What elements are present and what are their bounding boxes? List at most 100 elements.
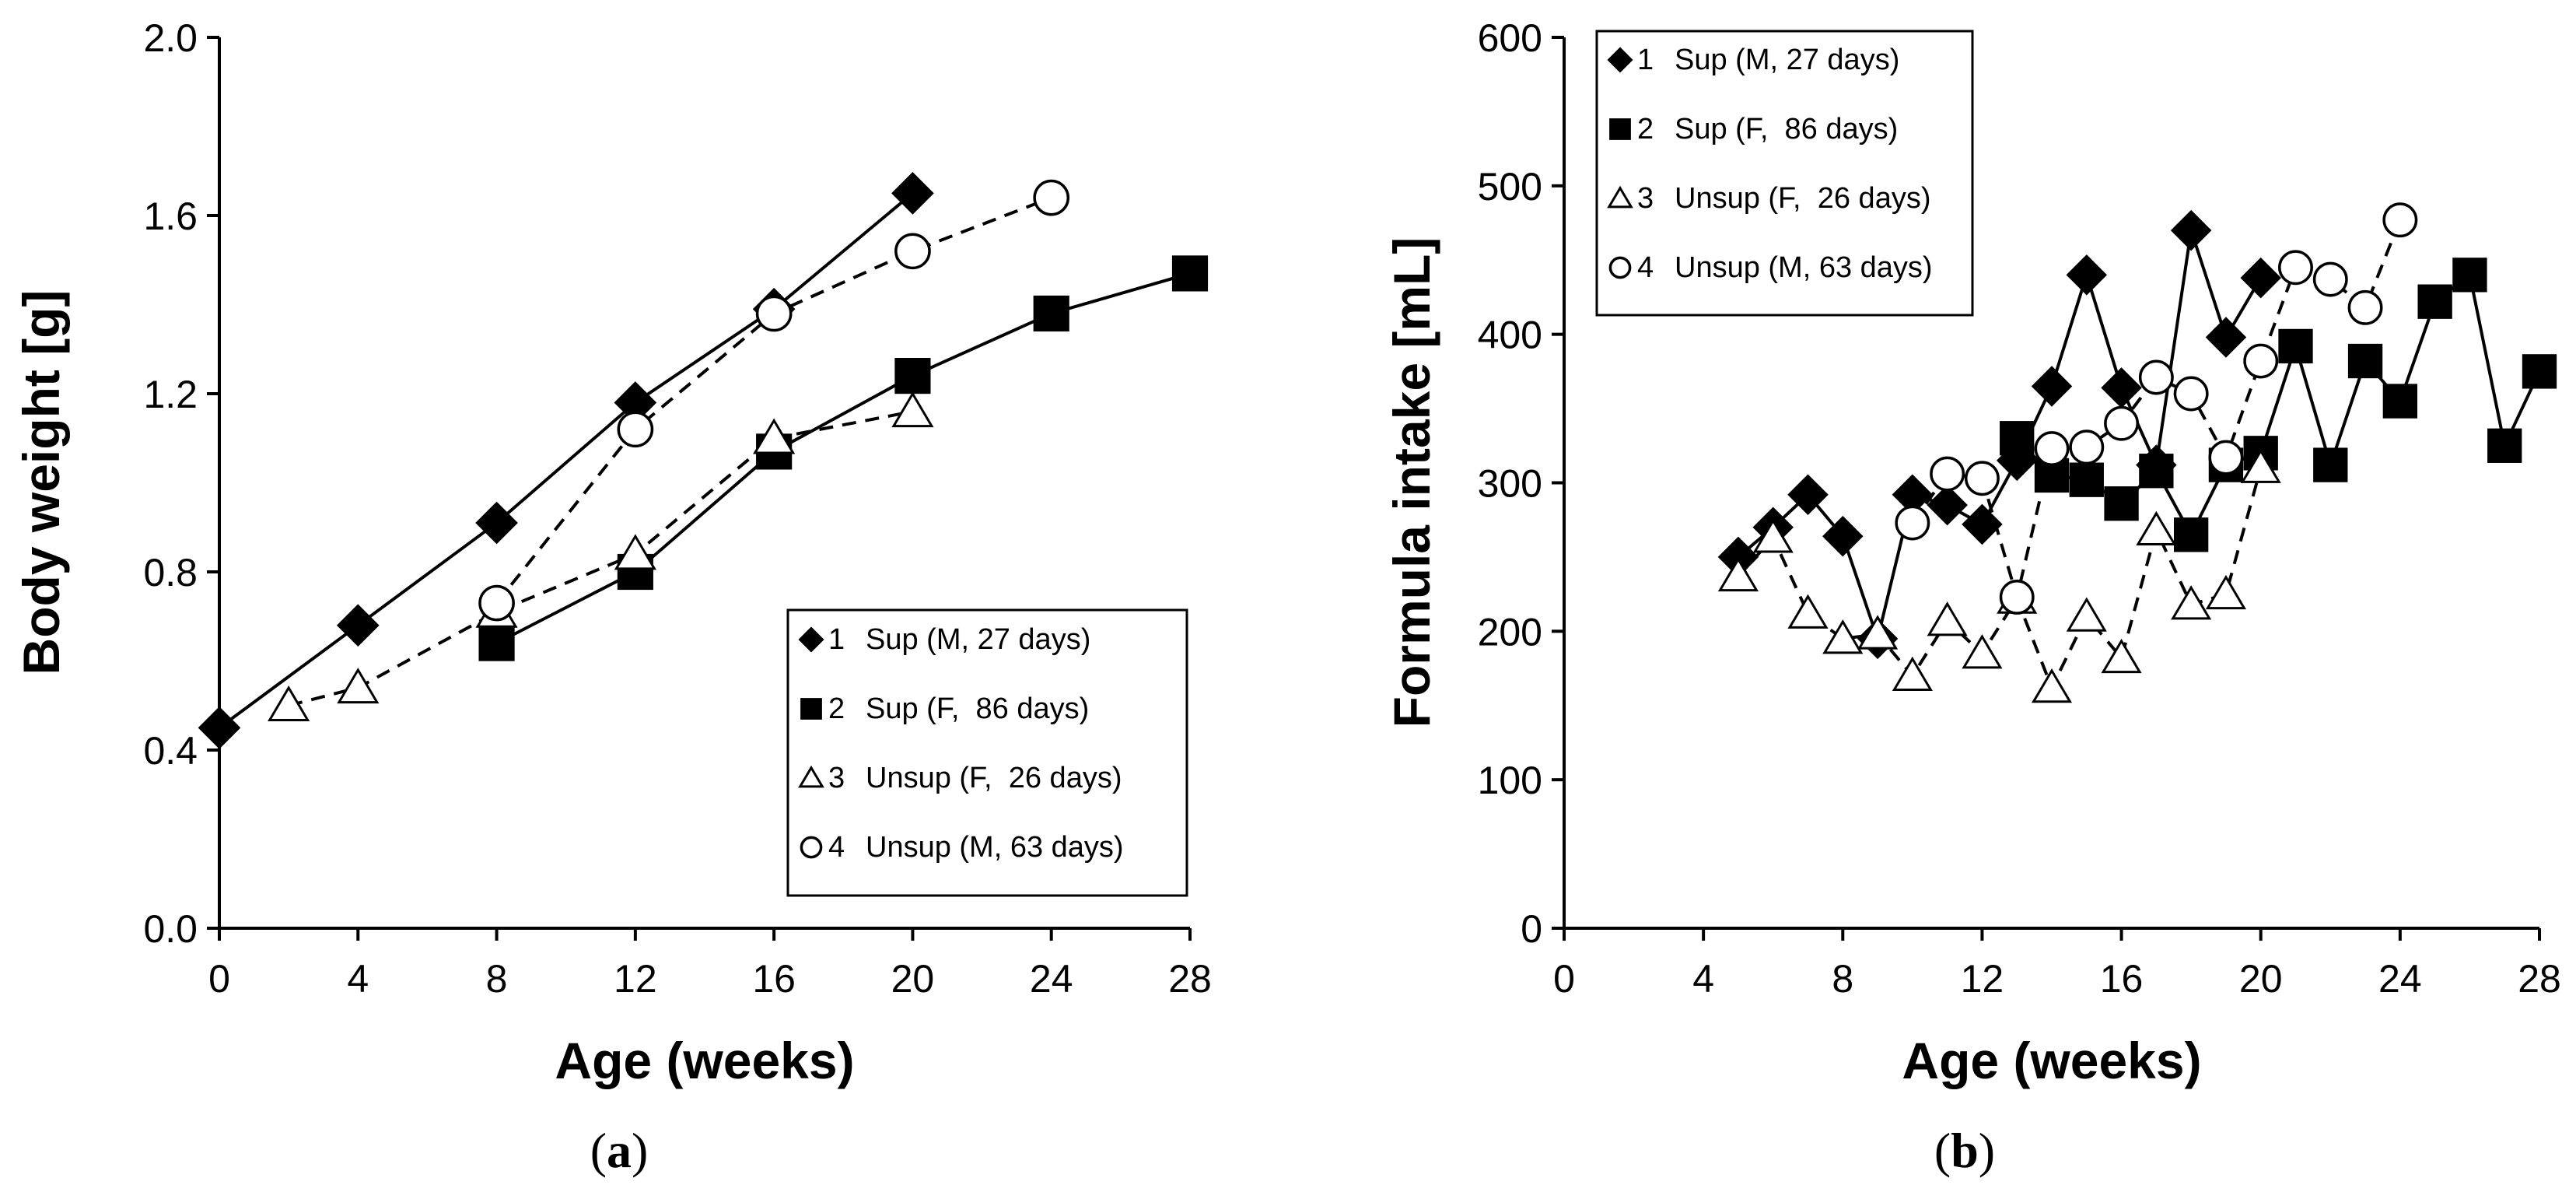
panel-b-series-4-point xyxy=(2069,429,2105,465)
panel-a-series-4-point xyxy=(755,295,793,332)
panel-b-series-4-point xyxy=(2278,250,2313,286)
x-tick-label: 20 xyxy=(891,957,935,1001)
panel-b-series-1-point xyxy=(1962,503,2003,545)
x-tick-label: 28 xyxy=(2518,957,2561,1001)
panel-a-series-1-point xyxy=(336,604,380,647)
x-tick-label: 24 xyxy=(2378,957,2422,1001)
panel-b-legend-entries: 1 Sup (M, 27 days) 2 Sup (F, 86 days) 3 Unsup… xyxy=(1607,44,1933,284)
panel-b-series-3-point xyxy=(1752,518,1794,553)
x-tick-label: 0 xyxy=(1553,957,1575,1001)
panel-b-series-2-point xyxy=(2173,517,2209,552)
panel-a-series-1-point xyxy=(198,706,241,749)
panel-b-series-3-point xyxy=(1857,615,1899,650)
x-tick-label: 4 xyxy=(1692,957,1714,1001)
panel-b-series-2-point xyxy=(2382,384,2418,419)
x-tick-label: 16 xyxy=(752,957,796,1001)
panel-a-series-4-line xyxy=(495,196,1052,605)
panel-b-series-2-point xyxy=(2000,421,2035,456)
panel-b-series-1-point xyxy=(2066,254,2108,296)
panel-b-series-2 xyxy=(2000,258,2557,552)
panel-a-series-3-point xyxy=(268,685,310,721)
panel-a-legend-label-3: Unsup (F, 26 days) xyxy=(866,762,1122,794)
panel-a-legend: 1 Sup (M, 27 days) 2 Sup (F, 86 days) 3 Unsup… xyxy=(786,608,1188,897)
panel-b-series-3-point xyxy=(1962,634,2003,669)
panel-a-series-2 xyxy=(478,255,1209,661)
y-tick-label: 200 xyxy=(1478,610,1542,654)
x-tick-label: 12 xyxy=(614,957,657,1001)
panel-a-legend-marker-4 xyxy=(800,836,823,859)
panel-b-series-3-point xyxy=(2171,585,2212,620)
panel-a-caption: (a) xyxy=(590,1123,649,1178)
panel-a-legend-entries: 1 Sup (M, 27 days) 2 Sup (F, 86 days) 3 Unsup… xyxy=(798,623,1124,864)
panel-a-legend-number-3: 3 xyxy=(828,762,845,794)
y-tick-label: 400 xyxy=(1478,314,1542,357)
panel-b-series-3-point xyxy=(1892,656,1933,692)
panel-b-series-2-point xyxy=(2452,258,2487,293)
panel-a-series-2-line xyxy=(495,272,1191,645)
panel-b-series-3-point xyxy=(2136,510,2177,546)
panel-b-legend-label-2: Sup (F, 86 days) xyxy=(1675,113,1898,145)
panel-b-legend-marker-4 xyxy=(1608,256,1632,279)
panel-b-series-2-point xyxy=(2104,486,2139,521)
panel-a-legend-label-2: Sup (F, 86 days) xyxy=(866,692,1089,725)
panel-b-series-4-point xyxy=(2034,431,2070,467)
y-tick-label: 500 xyxy=(1478,165,1542,209)
panel-b-series-3-line xyxy=(1737,467,2263,689)
panel-b-series-2-point xyxy=(2347,343,2383,379)
panel-a-series-3-point xyxy=(614,534,656,570)
panel-b-series-2-point xyxy=(2313,447,2348,482)
panel-b-caption: (b) xyxy=(1934,1123,1995,1178)
panel-a-legend-marker-1 xyxy=(798,626,824,653)
panel-a-gridlines-and-axes xyxy=(218,37,1190,930)
panel-b-series-1-point xyxy=(2101,367,2142,408)
x-tick-label: 20 xyxy=(2239,957,2283,1001)
panel-a-series-2-point xyxy=(894,358,931,394)
panel-a-legend-number-2: 2 xyxy=(828,692,845,725)
panel-b-series-4-point xyxy=(2382,202,2418,238)
panel-b-series-1-point xyxy=(2240,257,2281,299)
y-tick-label: 600 xyxy=(1478,16,1542,60)
panel-b-series-4-point xyxy=(2208,440,2244,475)
panel-a-series-4 xyxy=(478,179,1070,622)
x-tick-label: 16 xyxy=(2100,957,2144,1001)
panel-b-series-1-line xyxy=(1737,229,2263,640)
panel-b-series-1-point xyxy=(1787,474,1829,516)
panel-b-series-4-point xyxy=(2312,261,2348,297)
panel-b-series-3-point xyxy=(2240,448,2281,483)
panel-b-legend-number-4: 4 xyxy=(1637,251,1654,284)
panel-a-legend-box xyxy=(786,608,1188,897)
panel-b-series-1-point xyxy=(2170,209,2212,251)
panel-b-series-2-point xyxy=(2487,428,2522,463)
panel-b-x-axis-title: Age (weeks) xyxy=(1902,1032,2201,1089)
panel-b-series-4-point xyxy=(1964,461,2000,496)
panel-a-series-4-point xyxy=(894,233,931,270)
panel-b-series-4-point xyxy=(1999,579,2035,615)
panel-a-series-4-point xyxy=(1033,179,1070,216)
panel-b-series-3-point xyxy=(1927,601,1968,636)
panel-a-legend-number-4: 4 xyxy=(828,831,845,864)
panel-a-series-4-point xyxy=(617,411,654,448)
panel-a-series-4-point xyxy=(478,584,515,622)
panel-b-series-4 xyxy=(1895,202,2418,615)
y-tick-label: 2.0 xyxy=(143,16,198,60)
panel-b-series-4-point xyxy=(1930,456,1965,492)
panel-b-series-4-point xyxy=(2347,289,2383,325)
panel-b-series-4-point xyxy=(1895,505,1930,541)
x-tick-label: 24 xyxy=(1030,957,1073,1001)
panel-b-legend-label-4: Unsup (M, 63 days) xyxy=(1675,251,1933,284)
panel-a-series-2-point xyxy=(1033,295,1069,332)
panel-a-series xyxy=(198,172,1209,749)
panel-a-legend-number-1: 1 xyxy=(828,623,845,656)
panel-b-series-3-point xyxy=(2031,668,2073,703)
panel-b-series-4-point xyxy=(2173,376,2209,412)
panel-a-series-3-point xyxy=(891,391,934,428)
panel-b-series-1-point xyxy=(2205,317,2247,358)
panel-a-series-3-point xyxy=(753,418,796,454)
panel-a-y-axis-title: Body weight [g] xyxy=(12,290,70,675)
panel-b-legend-label-1: Sup (M, 27 days) xyxy=(1675,44,1899,76)
panel-b-legend-label-3: Unsup (F, 26 days) xyxy=(1675,182,1930,215)
panel-b-legend-number-2: 2 xyxy=(1637,113,1654,145)
panel-b-series-1-point xyxy=(1822,515,1864,557)
